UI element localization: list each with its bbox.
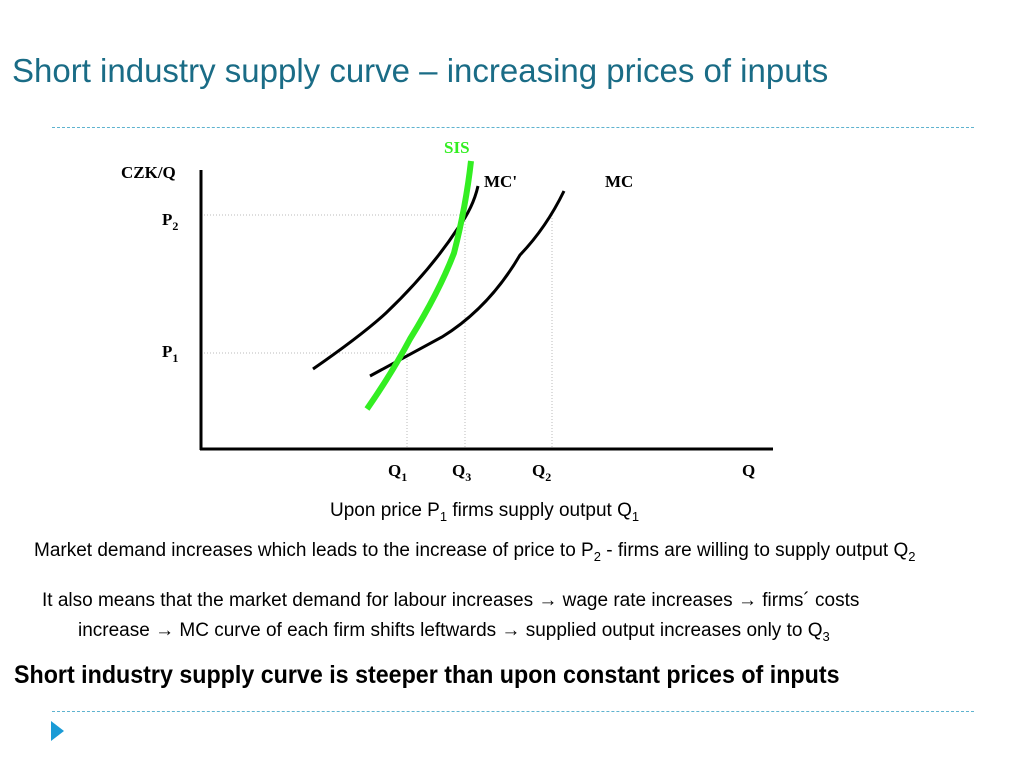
conclusion-statement: Short industry supply curve is steeper t… bbox=[14, 661, 840, 689]
q1-label: Q1 bbox=[388, 461, 407, 484]
sis-label: SIS bbox=[444, 138, 470, 157]
explanation-line-3: It also means that the market demand for… bbox=[42, 590, 860, 611]
q2-label: Q2 bbox=[532, 461, 551, 484]
p2-label: P2 bbox=[162, 210, 178, 233]
explanation-line-2: Market demand increases which leads to t… bbox=[34, 540, 916, 564]
sis-curve bbox=[364, 160, 474, 411]
bottom-divider bbox=[52, 711, 974, 712]
explanation-line-4: increase → MC curve of each firm shifts … bbox=[78, 620, 830, 644]
slide-title: Short industry supply curve – increasing… bbox=[12, 52, 829, 89]
mc-label: MC bbox=[605, 172, 633, 191]
explanation-line-1: Upon price P1 firms supply output Q1 bbox=[330, 500, 640, 524]
p1-label: P1 bbox=[162, 342, 178, 365]
mc-prime-curve bbox=[312, 185, 480, 371]
top-divider bbox=[52, 127, 974, 128]
q3-label: Q3 bbox=[452, 461, 471, 484]
mc-curve bbox=[369, 190, 566, 378]
next-arrow-icon bbox=[51, 721, 64, 741]
y-axis-label: CZK/Q bbox=[121, 163, 176, 182]
x-axis-label: Q bbox=[742, 461, 755, 480]
mc-prime-label: MC' bbox=[484, 172, 517, 191]
